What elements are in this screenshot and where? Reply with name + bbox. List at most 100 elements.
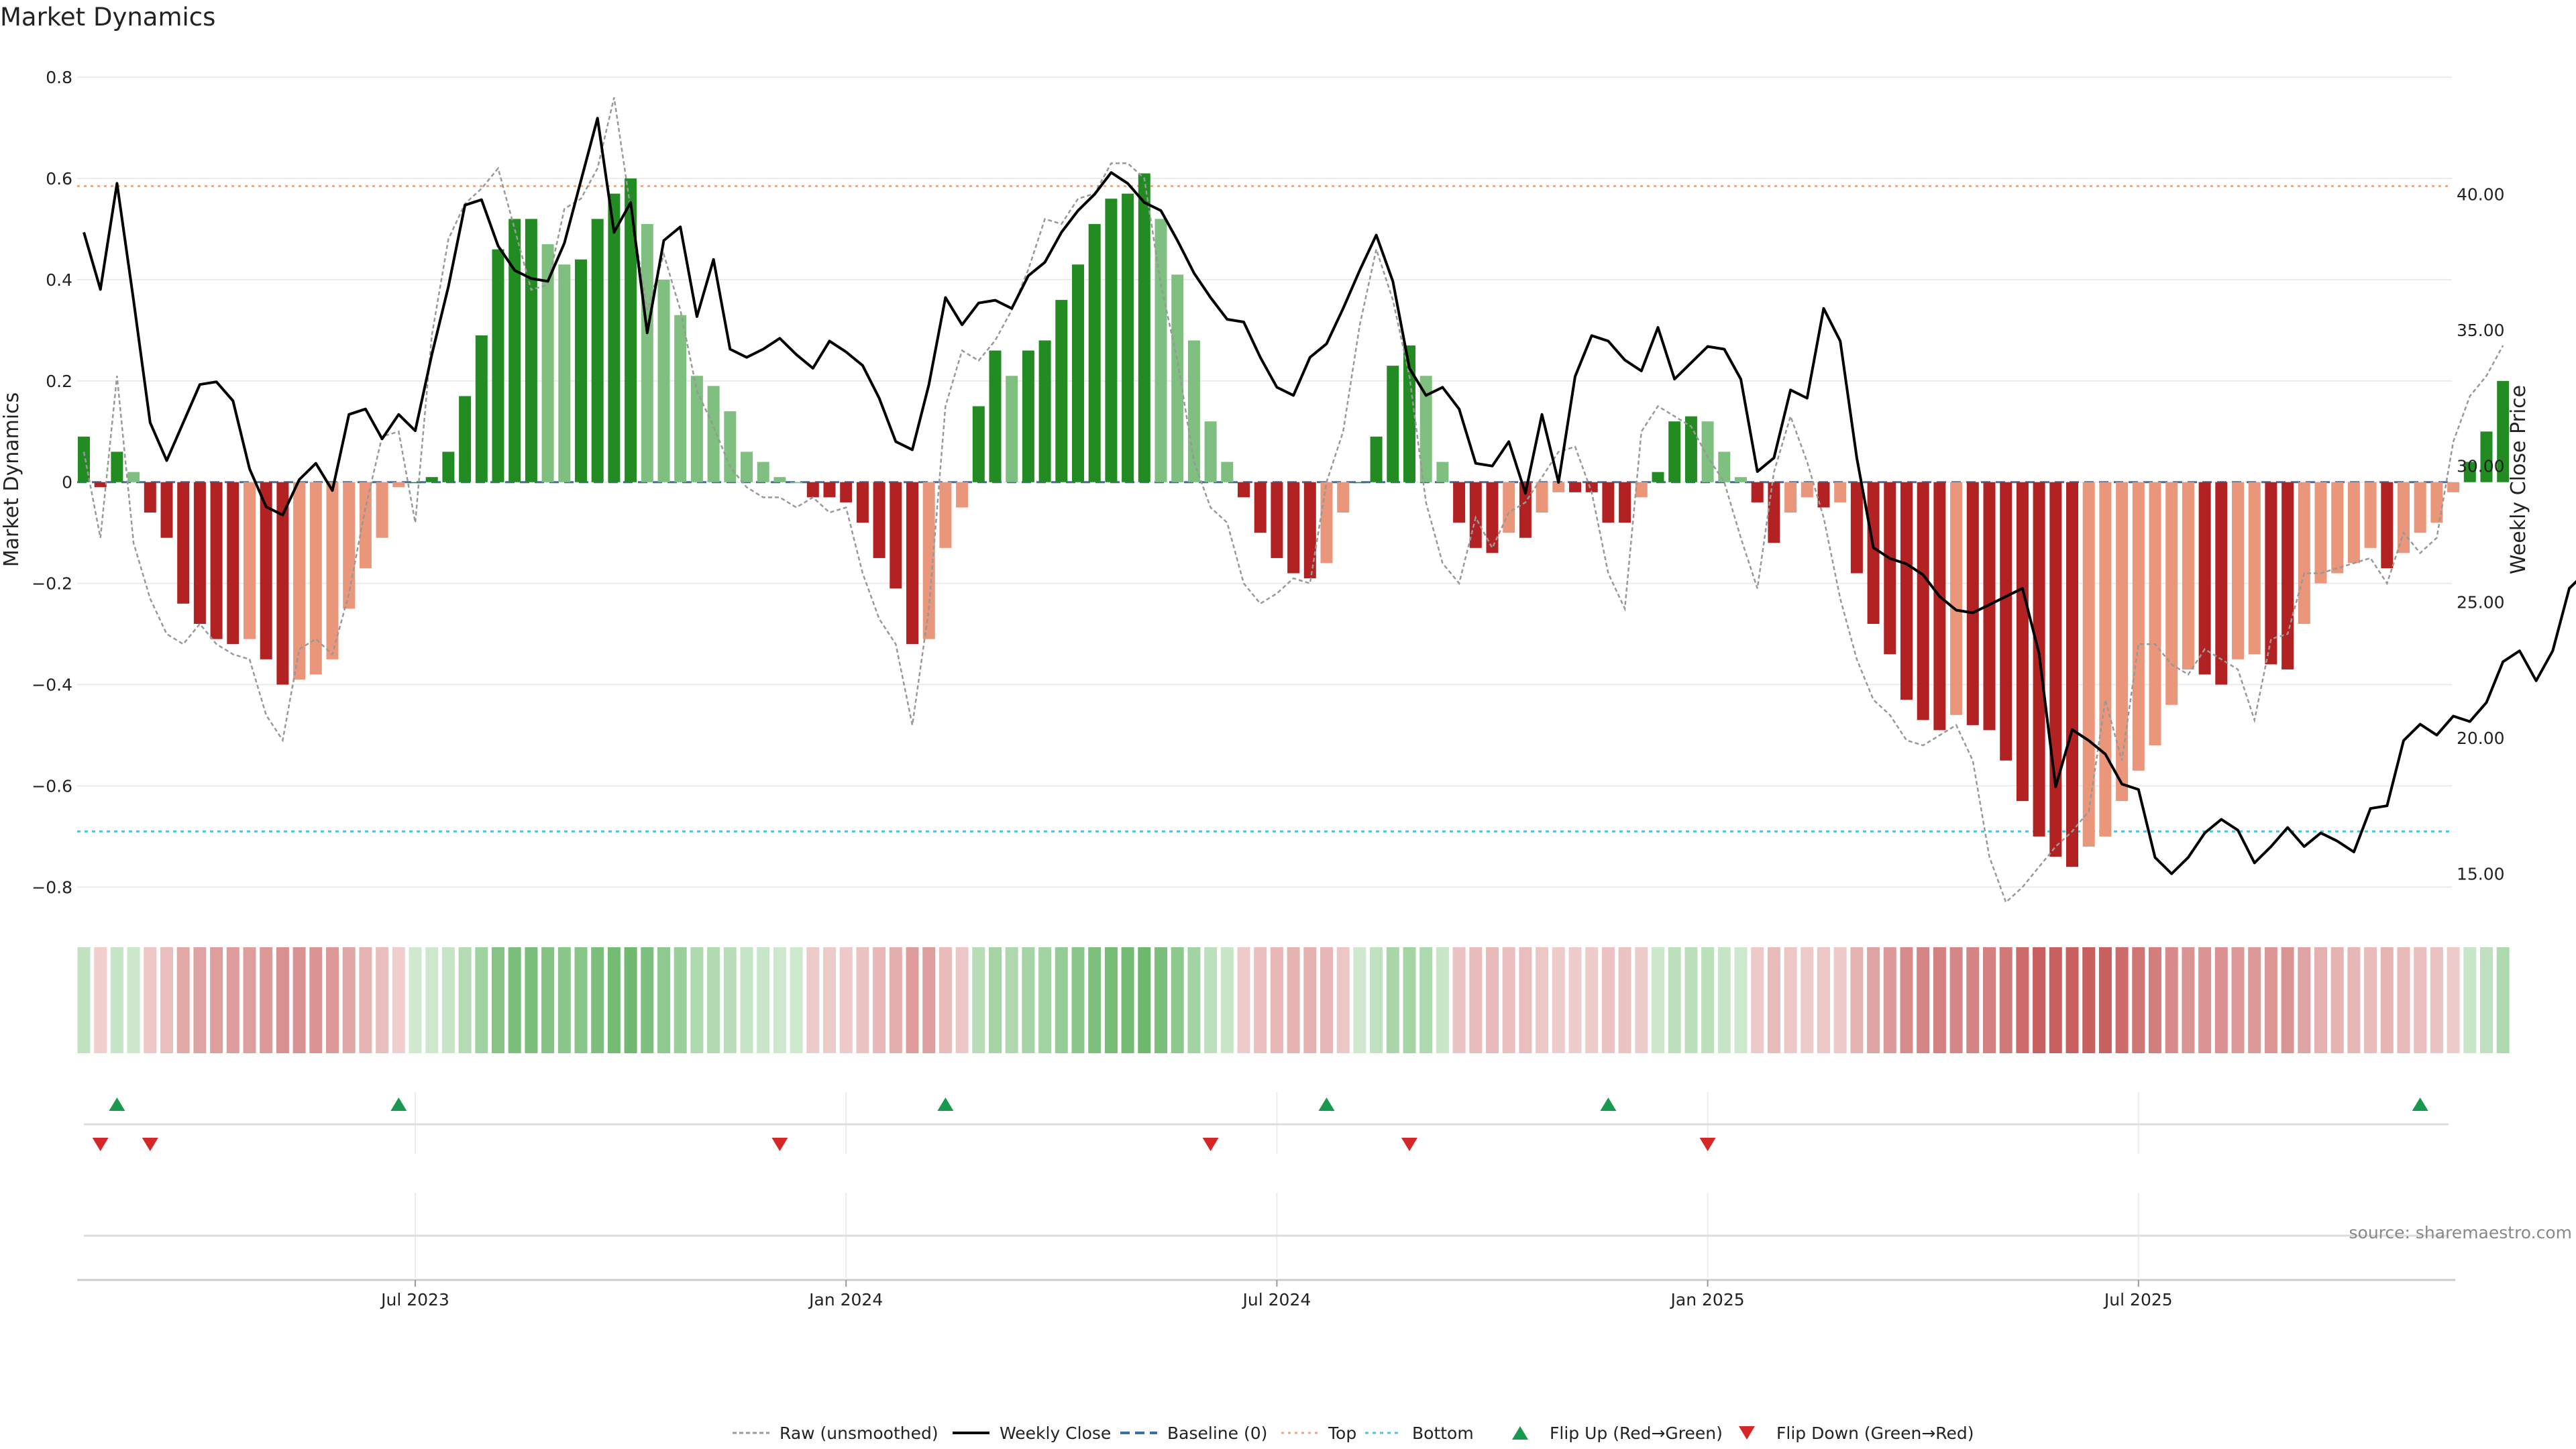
heat-cell: [1403, 947, 1416, 1053]
bar: [2099, 482, 2112, 837]
bar: [2314, 482, 2327, 584]
heat-cell: [591, 947, 604, 1053]
bar: [1486, 482, 1499, 553]
bar: [1950, 482, 1963, 715]
bar: [1519, 482, 1532, 538]
heat-cell: [1204, 947, 1218, 1053]
bar: [2430, 482, 2443, 523]
bar: [1337, 482, 1350, 513]
bar: [657, 279, 670, 482]
bar: [1204, 421, 1217, 482]
bar: [989, 350, 1002, 482]
heat-cell: [1071, 947, 1085, 1053]
bar: [1254, 482, 1267, 533]
legend-label: Raw (unsmoothed): [780, 1424, 938, 1443]
bar: [1271, 482, 1283, 558]
bar: [1187, 340, 1200, 482]
heat-cell: [624, 947, 637, 1053]
bar: [890, 482, 902, 589]
bar: [1122, 193, 1134, 482]
heat-cell: [2281, 947, 2294, 1053]
heat-cell: [492, 947, 504, 1053]
bar: [1387, 366, 1399, 482]
bar: [492, 249, 504, 482]
bar: [591, 219, 604, 482]
heat-cell: [342, 947, 356, 1053]
heat-cell: [1270, 947, 1283, 1053]
raw-series: [83, 97, 2504, 904]
heat-cell: [94, 947, 107, 1053]
left-axis-label: Market Dynamics: [0, 392, 23, 568]
heat-cell: [1652, 947, 1664, 1053]
heat-cell: [2264, 947, 2277, 1053]
x-tick-label: Jan 2025: [1670, 1290, 1745, 1309]
right-axis-label: Weekly Close Price: [2507, 385, 2530, 574]
heat-cell: [1469, 947, 1483, 1053]
heat-cell: [376, 947, 389, 1053]
heat-cell: [790, 947, 803, 1053]
bar: [972, 406, 985, 482]
heat-cell: [1933, 947, 1946, 1053]
bar: [2182, 482, 2194, 669]
bar: [244, 482, 256, 639]
heat-cell: [2149, 947, 2161, 1053]
bar: [1105, 199, 1118, 482]
right-tick-label: 35.00: [2457, 321, 2505, 340]
bar: [1602, 482, 1615, 523]
bar: [2248, 482, 2261, 655]
heat-cell: [359, 947, 372, 1053]
right-tick-label: 25.00: [2457, 592, 2505, 612]
heat-cell: [1717, 947, 1731, 1053]
heat-cell: [641, 947, 654, 1053]
bar: [1552, 482, 1565, 492]
bar: [2049, 482, 2062, 857]
bar: [392, 482, 405, 488]
heat-cell: [889, 947, 902, 1053]
flip-up-marker: [2412, 1097, 2428, 1111]
bar: [1055, 300, 1068, 482]
heat-cell: [2132, 947, 2145, 1053]
bar: [741, 451, 753, 482]
heat-cell: [1502, 947, 1515, 1053]
heat-cell: [110, 947, 123, 1053]
bar: [2414, 482, 2426, 533]
left-tick-label: −0.6: [32, 776, 72, 796]
chart-title: Market Dynamics: [0, 3, 215, 32]
dynamics-bars: [78, 173, 2510, 867]
bar: [1966, 482, 1979, 725]
heat-cell: [839, 947, 853, 1053]
bar: [757, 462, 769, 482]
bar: [2215, 482, 2228, 685]
bar: [922, 482, 935, 639]
bar: [2480, 431, 2493, 482]
left-tick-label: 0.4: [46, 270, 72, 290]
left-tick-label: 0.6: [46, 169, 72, 189]
heat-cell: [160, 947, 173, 1053]
bar: [1817, 482, 1830, 508]
legend-label: Bottom: [1412, 1424, 1474, 1443]
bar: [1768, 482, 1780, 543]
heat-cell: [1949, 947, 1963, 1053]
bar: [1569, 482, 1581, 492]
bar: [1917, 482, 1929, 720]
bar: [359, 482, 372, 568]
bar: [326, 482, 339, 659]
bar: [840, 482, 853, 502]
heat-cell: [458, 947, 472, 1053]
left-axis-ticks: 0.8 0.6 0.4 0.2 0 −0.2 −0.4 −0.6 −0.8: [32, 68, 72, 897]
bar: [508, 219, 521, 482]
flip-down-marker: [92, 1138, 109, 1151]
bar: [2497, 380, 2510, 482]
heat-cell: [1734, 947, 1748, 1053]
heat-cell: [243, 947, 256, 1053]
flip-down-marker: [142, 1138, 158, 1151]
heat-cell: [309, 947, 323, 1053]
bar: [2000, 482, 2012, 761]
bar: [773, 477, 786, 482]
heat-cell: [2463, 947, 2477, 1053]
heat-cell: [226, 947, 239, 1053]
bar: [1287, 482, 1300, 574]
heat-cell: [1486, 947, 1499, 1053]
flip-down-marker: [1202, 1138, 1219, 1151]
bar: [475, 335, 488, 482]
